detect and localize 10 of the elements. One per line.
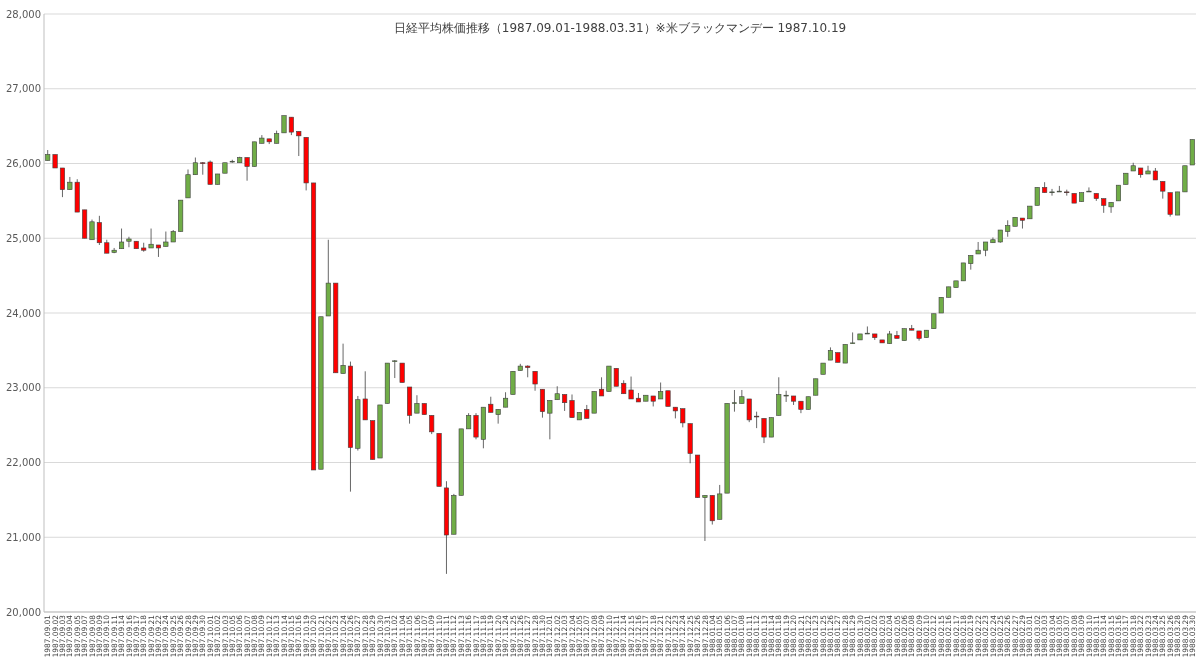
y-tick-label: 24,000 — [6, 307, 41, 319]
y-tick-label: 20,000 — [6, 606, 41, 618]
text: 日経平均株価推移（1987.09.01-1988.03.31）※米ブラックマンデー 1987.10.19 — [393, 21, 847, 35]
y-tick-label: 23,000 — [6, 382, 41, 394]
y-tick-label: 25,000 — [6, 232, 41, 244]
y-tick-label: 27,000 — [6, 83, 41, 95]
y-tick-label: 21,000 — [6, 531, 41, 543]
y-tick-label: 28,000 — [6, 8, 41, 20]
y-tick-label: 22,000 — [6, 457, 41, 468]
y-tick-label: 26,000 — [6, 158, 41, 169]
